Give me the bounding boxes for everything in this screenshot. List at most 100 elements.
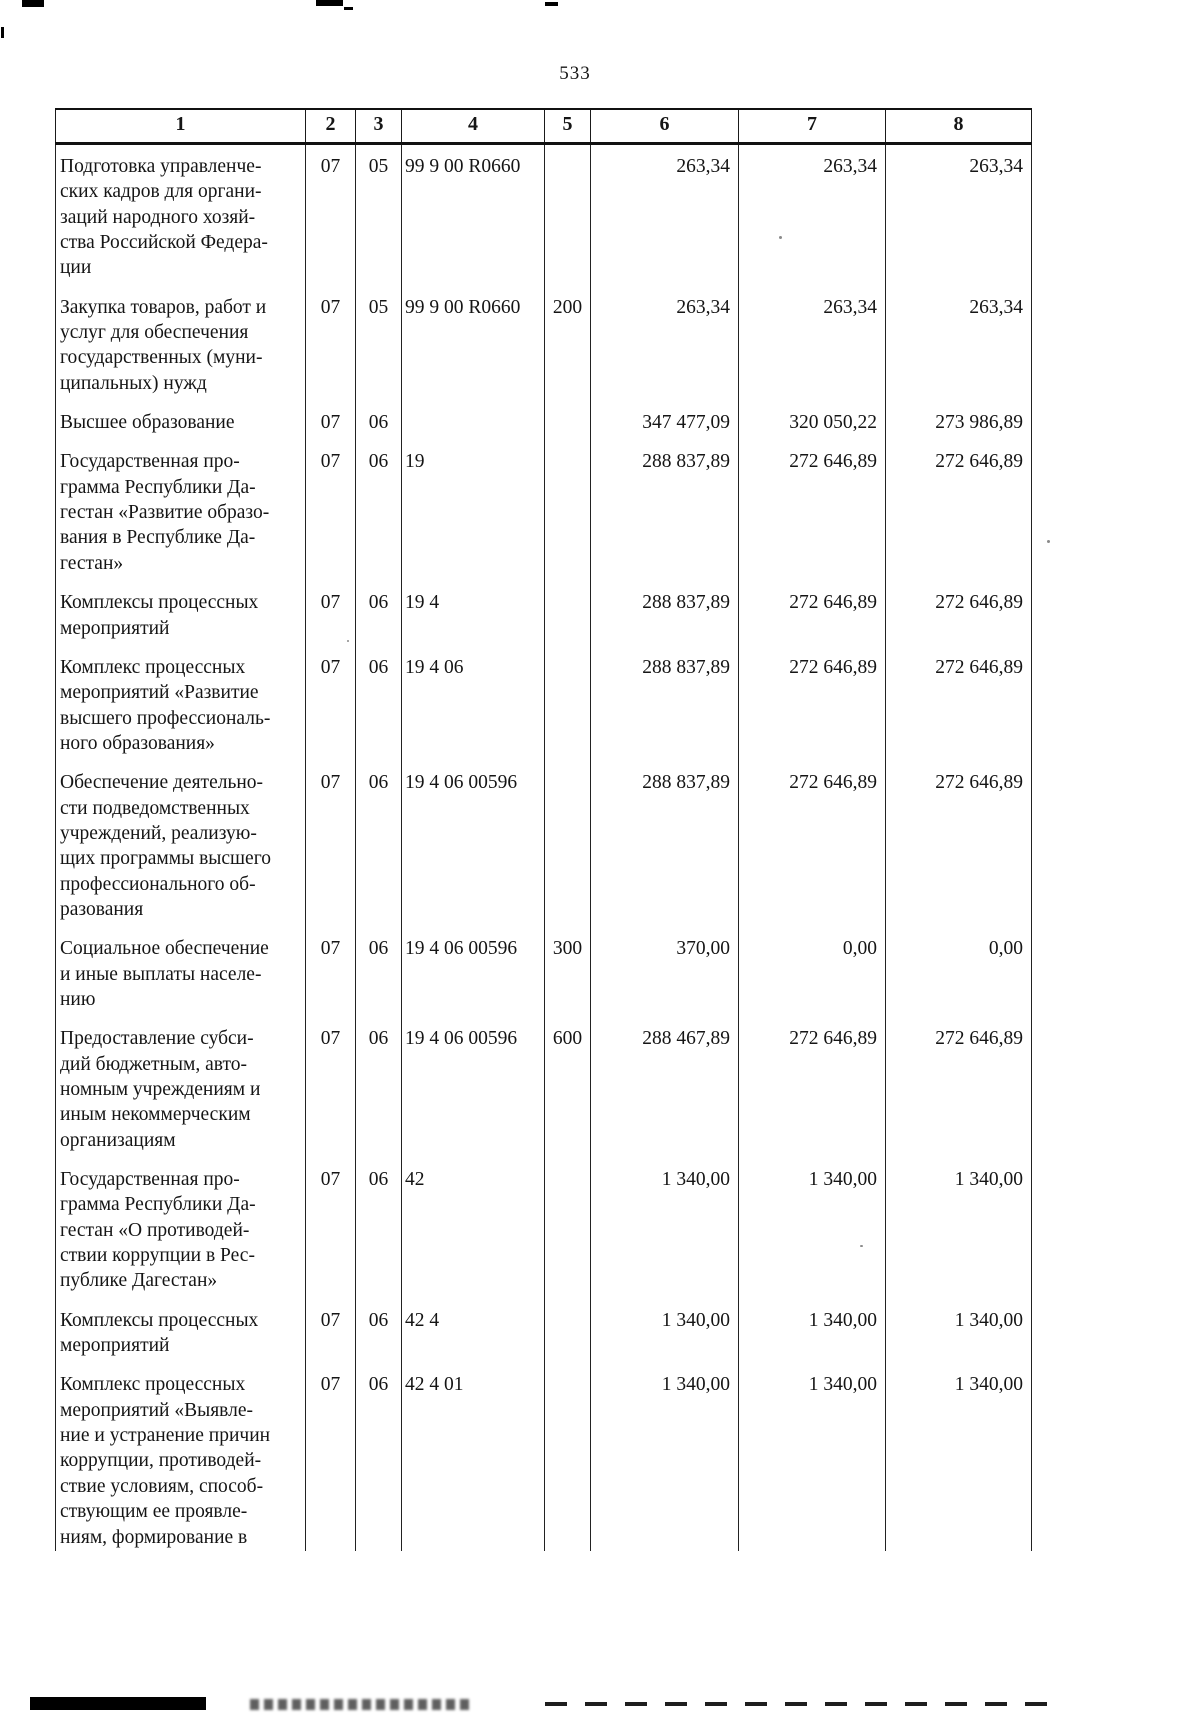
table-cell: 07 (305, 1294, 356, 1360)
table-cell: 1 340,00 (738, 1294, 886, 1360)
table-cell: 288 837,89 (590, 757, 739, 924)
table-cell: 263,34 (885, 143, 1032, 282)
table-cell: 99 9 00 R0660 (401, 281, 545, 398)
table-cell: 1 340,00 (738, 1154, 886, 1295)
table-row: Государственная про- грамма Республики Д… (55, 436, 1032, 578)
table-cell: 0,00 (885, 923, 1032, 1014)
table-cell: 06 (355, 1013, 402, 1155)
table-row: Комплексы процессных мероприятий 07 06 42 4… (55, 1294, 1032, 1360)
table-cell (544, 397, 591, 437)
table-cell: 06 (355, 1154, 402, 1295)
table-cell: 288 837,89 (590, 436, 739, 578)
table-cell: 272 646,89 (738, 641, 886, 758)
table-cell: 1 340,00 (885, 1294, 1032, 1360)
table-row: Социальное обеспечение и иные выплаты на… (55, 923, 1032, 1014)
scan-artifact-top-mid-3 (545, 2, 558, 6)
table-cell: 272 646,89 (885, 436, 1032, 578)
scan-artifact-top-mid-2 (344, 7, 353, 10)
table-cell: 288 837,89 (590, 641, 739, 758)
table-cell: 263,34 (885, 281, 1032, 398)
table-cell: Государственная про- грамма Республики Д… (55, 1154, 306, 1295)
column-header-8: 8 (885, 108, 1032, 145)
table-cell: 07 (305, 436, 356, 578)
table-cell: 19 4 (401, 577, 545, 642)
table-cell: 288 837,89 (590, 577, 739, 642)
table-cell: 07 (305, 641, 356, 758)
table-cell: 07 (305, 757, 356, 924)
table-cell (544, 143, 591, 282)
table-cell: 263,34 (590, 143, 739, 282)
table-cell: 06 (355, 757, 402, 924)
column-header-2: 2 (305, 108, 356, 145)
table-cell: 600 (544, 1013, 591, 1155)
table-cell: 07 (305, 577, 356, 642)
table-cell: 07 (305, 397, 356, 437)
budget-table: 1 2 3 4 5 6 7 8 Подготовка управленче- с… (55, 108, 1032, 1551)
table-cell: 07 (305, 923, 356, 1014)
table-cell: 07 (305, 281, 356, 398)
table-cell: 06 (355, 1294, 402, 1360)
table-cell (544, 757, 591, 924)
table-cell: 42 4 (401, 1294, 545, 1360)
table-cell (544, 577, 591, 642)
table-cell: 272 646,89 (738, 757, 886, 924)
table-row: Комплекс процессных мероприятий «Развити… (55, 641, 1032, 758)
table-cell: 99 9 00 R0660 (401, 143, 545, 282)
table-cell: 272 646,89 (885, 641, 1032, 758)
table-cell (544, 1359, 591, 1551)
table-cell: 1 340,00 (590, 1359, 739, 1551)
scan-artifact-bottom-dashes (545, 1702, 1060, 1706)
page-number: 533 (559, 63, 591, 84)
table-cell: Комплексы процессных мероприятий (55, 577, 306, 642)
column-header-1: 1 (55, 108, 306, 145)
table-cell (544, 641, 591, 758)
scan-artifact-top-left (22, 0, 44, 7)
table-cell: 1 340,00 (885, 1154, 1032, 1295)
column-header-5: 5 (544, 108, 591, 145)
table-cell: 06 (355, 1359, 402, 1551)
table-cell: 272 646,89 (738, 577, 886, 642)
table-cell: 19 4 06 00596 (401, 757, 545, 924)
table-cell: Государственная про- грамма Республики Д… (55, 436, 306, 578)
table-row: Высшее образование 07 06 347 477,09 320 050,… (55, 397, 1032, 437)
table-cell: 320 050,22 (738, 397, 886, 437)
table-cell: 1 340,00 (590, 1294, 739, 1360)
table-cell: 05 (355, 281, 402, 398)
table-cell: 07 (305, 1154, 356, 1295)
table-cell: 272 646,89 (738, 436, 886, 578)
table-cell: 19 4 06 (401, 641, 545, 758)
table-cell: 06 (355, 436, 402, 578)
scan-speck-2 (1047, 540, 1050, 543)
table-cell: 288 467,89 (590, 1013, 739, 1155)
table-cell: Комплекс процессных мероприятий «Выявле-… (55, 1359, 306, 1551)
table-cell: Обеспечение деятельно- сти подведомствен… (55, 757, 306, 924)
table-cell: Высшее образование (55, 397, 306, 437)
scan-artifact-bottom-bar (30, 1697, 206, 1710)
scan-artifact-bottom-smudge (250, 1699, 470, 1710)
table-cell: Комплекс процессных мероприятий «Развити… (55, 641, 306, 758)
column-header-3: 3 (355, 108, 402, 145)
table-cell: Комплексы процессных мероприятий (55, 1294, 306, 1360)
table-cell: 0,00 (738, 923, 886, 1014)
table-cell (544, 1154, 591, 1295)
table-cell: 272 646,89 (885, 577, 1032, 642)
table-row: Комплекс процессных мероприятий «Выявле-… (55, 1359, 1032, 1551)
column-header-6: 6 (590, 108, 739, 145)
table-cell: Подготовка управленче- ских кадров для о… (55, 143, 306, 282)
table-row: Подготовка управленче- ских кадров для о… (55, 143, 1032, 282)
table-cell: 19 (401, 436, 545, 578)
table-row: Обеспечение деятельно- сти подведомствен… (55, 757, 1032, 924)
table-row: Закупка товаров, работ и услуг для обесп… (55, 281, 1032, 398)
table-cell: 263,34 (738, 143, 886, 282)
table-cell: 06 (355, 397, 402, 437)
column-header-7: 7 (738, 108, 886, 145)
table-body: Подготовка управленче- ских кадров для о… (55, 143, 1032, 1551)
scan-artifact-left-edge (1, 27, 4, 38)
table-cell: 06 (355, 577, 402, 642)
column-header-4: 4 (401, 108, 545, 145)
table-cell (544, 436, 591, 578)
table-cell: 347 477,09 (590, 397, 739, 437)
table-cell: Социальное обеспечение и иные выплаты на… (55, 923, 306, 1014)
table-cell: 42 4 01 (401, 1359, 545, 1551)
table-cell: 06 (355, 641, 402, 758)
